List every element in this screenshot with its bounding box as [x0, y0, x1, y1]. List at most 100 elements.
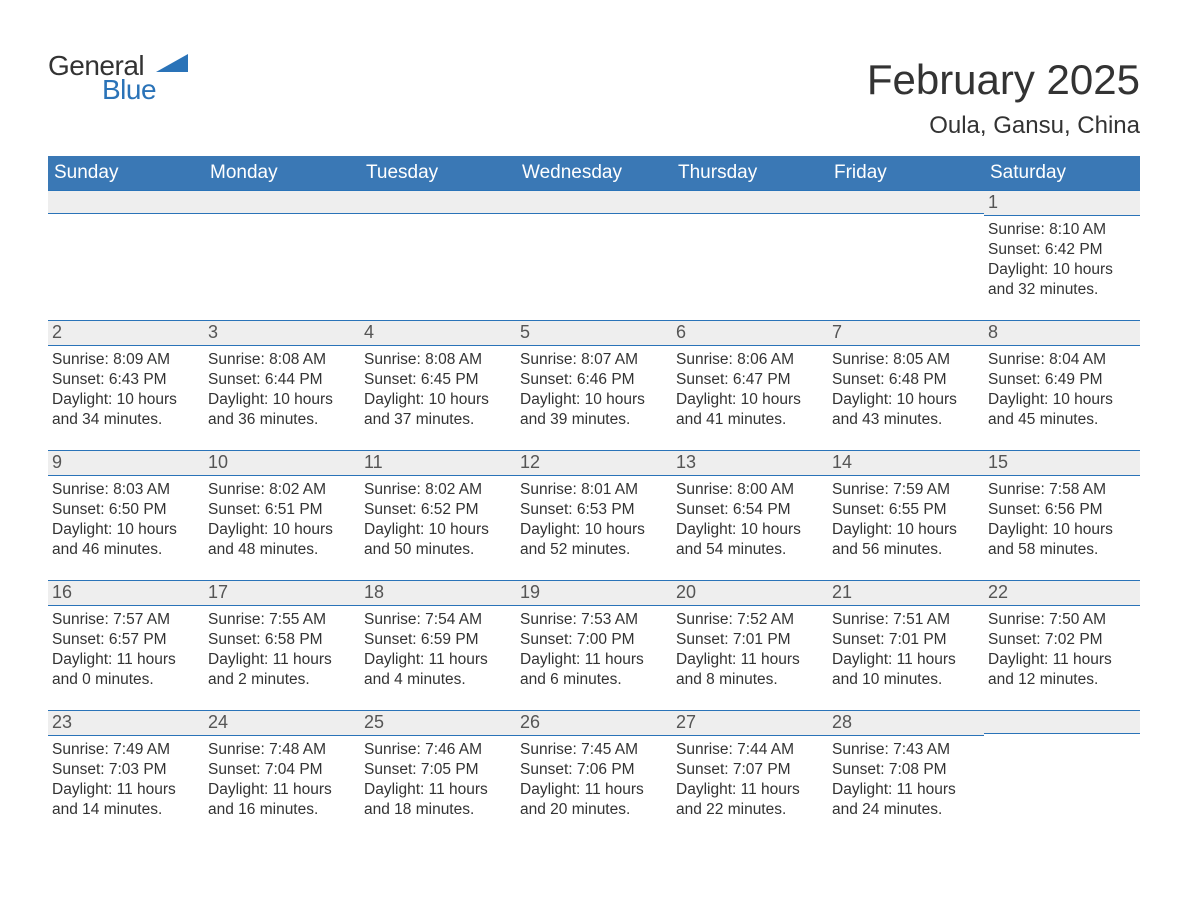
day-details: Sunrise: 7:45 AMSunset: 7:06 PMDaylight:… — [516, 736, 672, 821]
day-details: Sunrise: 7:51 AMSunset: 7:01 PMDaylight:… — [828, 606, 984, 691]
daylight-line: Daylight: 11 hours and 22 minutes. — [676, 780, 824, 820]
sunrise-line: Sunrise: 7:48 AM — [208, 740, 356, 760]
day-number: 7 — [828, 320, 984, 346]
sunset-line: Sunset: 6:42 PM — [988, 240, 1136, 260]
logo-triangle-icon — [156, 54, 188, 81]
sunset-line: Sunset: 6:56 PM — [988, 500, 1136, 520]
sunset-line: Sunset: 6:55 PM — [832, 500, 980, 520]
calendar-cell: 25Sunrise: 7:46 AMSunset: 7:05 PMDayligh… — [360, 710, 516, 840]
daylight-line: Daylight: 11 hours and 20 minutes. — [520, 780, 668, 820]
sunrise-line: Sunrise: 7:55 AM — [208, 610, 356, 630]
sunset-line: Sunset: 7:06 PM — [520, 760, 668, 780]
sunrise-line: Sunrise: 7:43 AM — [832, 740, 980, 760]
day-details: Sunrise: 7:58 AMSunset: 6:56 PMDaylight:… — [984, 476, 1140, 561]
day-details: Sunrise: 8:03 AMSunset: 6:50 PMDaylight:… — [48, 476, 204, 561]
sunset-line: Sunset: 6:48 PM — [832, 370, 980, 390]
day-details: Sunrise: 8:00 AMSunset: 6:54 PMDaylight:… — [672, 476, 828, 561]
sunrise-line: Sunrise: 8:08 AM — [364, 350, 512, 370]
title-block: February 2025 Oula, Gansu, China — [867, 20, 1140, 150]
calendar-cell: 12Sunrise: 8:01 AMSunset: 6:53 PMDayligh… — [516, 450, 672, 580]
sunrise-line: Sunrise: 8:08 AM — [208, 350, 356, 370]
calendar-cell — [204, 190, 360, 320]
sunrise-line: Sunrise: 7:59 AM — [832, 480, 980, 500]
sunset-line: Sunset: 6:57 PM — [52, 630, 200, 650]
day-number: 27 — [672, 710, 828, 736]
daylight-line: Daylight: 11 hours and 12 minutes. — [988, 650, 1136, 690]
dow-friday: Friday — [828, 156, 984, 190]
sunset-line: Sunset: 6:52 PM — [364, 500, 512, 520]
sunset-line: Sunset: 6:46 PM — [520, 370, 668, 390]
calendar-cell: 4 Sunrise: 8:08 AMSunset: 6:45 PMDaylight… — [360, 320, 516, 450]
sunset-line: Sunset: 6:43 PM — [52, 370, 200, 390]
sunset-line: Sunset: 7:05 PM — [364, 760, 512, 780]
calendar-page: General Blue February 2025 Oula, Gansu, … — [0, 0, 1188, 918]
calendar-cell: 21Sunrise: 7:51 AMSunset: 7:01 PMDayligh… — [828, 580, 984, 710]
dow-monday: Monday — [204, 156, 360, 190]
daylight-line: Daylight: 11 hours and 8 minutes. — [676, 650, 824, 690]
day-details: Sunrise: 8:01 AMSunset: 6:53 PMDaylight:… — [516, 476, 672, 561]
sunset-line: Sunset: 6:45 PM — [364, 370, 512, 390]
day-details: Sunrise: 8:09 AMSunset: 6:43 PMDaylight:… — [48, 346, 204, 431]
day-number: 1 — [984, 190, 1140, 216]
calendar-cell: 6Sunrise: 8:06 AMSunset: 6:47 PMDaylight… — [672, 320, 828, 450]
day-details: Sunrise: 8:02 AMSunset: 6:51 PMDaylight:… — [204, 476, 360, 561]
daylight-line: Daylight: 10 hours and 37 minutes. — [364, 390, 512, 430]
daylight-line: Daylight: 11 hours and 4 minutes. — [364, 650, 512, 690]
calendar-cell — [48, 190, 204, 320]
sunset-line: Sunset: 6:58 PM — [208, 630, 356, 650]
day-number: 5 — [516, 320, 672, 346]
sunset-line: Sunset: 7:01 PM — [832, 630, 980, 650]
day-number: 8 — [984, 320, 1140, 346]
calendar-cell: 3Sunrise: 8:08 AMSunset: 6:44 PMDaylight… — [204, 320, 360, 450]
day-number: 24 — [204, 710, 360, 736]
calendar-cell: 17Sunrise: 7:55 AMSunset: 6:58 PMDayligh… — [204, 580, 360, 710]
sunrise-line: Sunrise: 8:07 AM — [520, 350, 668, 370]
day-number: 16 — [48, 580, 204, 606]
day-number: 20 — [672, 580, 828, 606]
daylight-line: Daylight: 10 hours and 48 minutes. — [208, 520, 356, 560]
day-number: 26 — [516, 710, 672, 736]
day-number: 6 — [672, 320, 828, 346]
sunset-line: Sunset: 7:02 PM — [988, 630, 1136, 650]
day-details: Sunrise: 7:52 AMSunset: 7:01 PMDaylight:… — [672, 606, 828, 691]
day-number: 2 — [48, 320, 204, 346]
sunrise-line: Sunrise: 8:05 AM — [832, 350, 980, 370]
day-details: Sunrise: 7:46 AMSunset: 7:05 PMDaylight:… — [360, 736, 516, 821]
day-number: 28 — [828, 710, 984, 736]
day-number: 9 — [48, 450, 204, 476]
daylight-line: Daylight: 10 hours and 45 minutes. — [988, 390, 1136, 430]
sunset-line: Sunset: 7:07 PM — [676, 760, 824, 780]
sunrise-line: Sunrise: 7:50 AM — [988, 610, 1136, 630]
calendar-cell: 22Sunrise: 7:50 AMSunset: 7:02 PMDayligh… — [984, 580, 1140, 710]
calendar-cell: 8Sunrise: 8:04 AMSunset: 6:49 PMDaylight… — [984, 320, 1140, 450]
calendar-cell: 1Sunrise: 8:10 AMSunset: 6:42 PMDaylight… — [984, 190, 1140, 320]
sunrise-line: Sunrise: 8:04 AM — [988, 350, 1136, 370]
day-number: 17 — [204, 580, 360, 606]
calendar-cell: 5Sunrise: 8:07 AMSunset: 6:46 PMDaylight… — [516, 320, 672, 450]
month-title: February 2025 — [867, 56, 1140, 104]
daylight-line: Daylight: 11 hours and 10 minutes. — [832, 650, 980, 690]
day-number: 4 — [360, 320, 516, 346]
logo-text: General Blue — [48, 52, 156, 104]
day-number: 10 — [204, 450, 360, 476]
calendar-cell — [828, 190, 984, 320]
calendar-cell: 9Sunrise: 8:03 AMSunset: 6:50 PMDaylight… — [48, 450, 204, 580]
daylight-line: Daylight: 10 hours and 43 minutes. — [832, 390, 980, 430]
day-details: Sunrise: 8:07 AMSunset: 6:46 PMDaylight:… — [516, 346, 672, 431]
day-details: Sunrise: 7:55 AMSunset: 6:58 PMDaylight:… — [204, 606, 360, 691]
day-number: 3 — [204, 320, 360, 346]
empty-day-bar — [828, 190, 984, 214]
sunset-line: Sunset: 6:54 PM — [676, 500, 824, 520]
calendar-cell — [984, 710, 1140, 840]
daylight-line: Daylight: 11 hours and 16 minutes. — [208, 780, 356, 820]
logo: General Blue — [48, 52, 188, 104]
day-details: Sunrise: 8:05 AMSunset: 6:48 PMDaylight:… — [828, 346, 984, 431]
day-details: Sunrise: 7:43 AMSunset: 7:08 PMDaylight:… — [828, 736, 984, 821]
sunrise-line: Sunrise: 7:46 AM — [364, 740, 512, 760]
calendar-cell: 13Sunrise: 8:00 AMSunset: 6:54 PMDayligh… — [672, 450, 828, 580]
calendar-cell — [360, 190, 516, 320]
sunrise-line: Sunrise: 7:57 AM — [52, 610, 200, 630]
dow-saturday: Saturday — [984, 156, 1140, 190]
daylight-line: Daylight: 11 hours and 2 minutes. — [208, 650, 356, 690]
daylight-line: Daylight: 10 hours and 54 minutes. — [676, 520, 824, 560]
